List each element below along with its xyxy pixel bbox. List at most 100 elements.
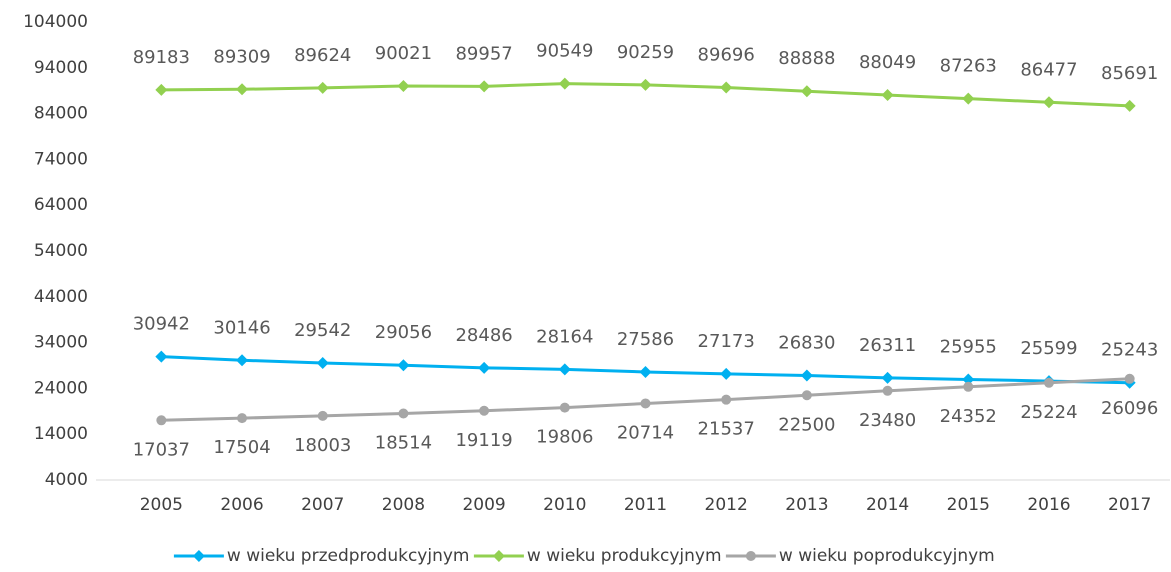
data-label: 29542	[294, 320, 351, 341]
data-label: 17504	[213, 437, 270, 458]
data-label: 87263	[940, 56, 997, 77]
data-label: 19806	[536, 427, 593, 448]
y-tick-label: 44000	[34, 287, 88, 307]
marker	[237, 413, 248, 424]
data-label: 89957	[455, 43, 512, 64]
marker	[317, 410, 328, 421]
data-label: 25599	[1020, 338, 1077, 359]
marker	[397, 80, 410, 93]
marker	[236, 354, 249, 367]
data-label: 27173	[698, 331, 755, 352]
marker	[558, 77, 571, 90]
data-label: 89624	[294, 45, 351, 66]
marker	[962, 92, 975, 105]
data-label: 20714	[617, 422, 674, 443]
data-label: 22500	[778, 414, 835, 435]
x-tick-label: 2016	[1027, 495, 1070, 515]
y-tick-label: 104000	[23, 12, 88, 32]
data-label: 27586	[617, 329, 674, 350]
marker	[800, 85, 813, 98]
data-label: 28486	[455, 325, 512, 346]
marker	[1043, 377, 1054, 388]
marker	[801, 390, 812, 401]
legend-label: w wieku produkcyjnym	[527, 546, 722, 566]
data-label: 26830	[778, 332, 835, 353]
marker	[155, 83, 168, 96]
x-tick-label: 2011	[624, 495, 667, 515]
marker	[156, 415, 167, 426]
x-tick-label: 2005	[140, 495, 183, 515]
marker	[316, 357, 329, 370]
data-label: 26311	[859, 335, 916, 356]
y-tick-label: 14000	[34, 424, 88, 444]
marker	[1042, 96, 1055, 109]
y-tick-label: 84000	[34, 104, 88, 124]
marker	[963, 381, 974, 392]
data-label: 89696	[698, 45, 755, 66]
data-label: 26096	[1101, 398, 1158, 419]
data-label: 88049	[859, 52, 916, 73]
marker	[479, 405, 490, 416]
marker	[316, 81, 329, 94]
data-label: 18003	[294, 435, 351, 456]
data-label: 17037	[133, 439, 190, 460]
marker	[720, 367, 733, 380]
x-tick-label: 2014	[866, 495, 909, 515]
legend-label: w wieku poprodukcyjnym	[779, 546, 995, 566]
x-tick-label: 2010	[543, 495, 586, 515]
marker	[800, 369, 813, 382]
y-tick-label: 34000	[34, 333, 88, 353]
marker	[745, 551, 756, 561]
y-tick-label: 94000	[34, 58, 88, 78]
marker	[155, 350, 168, 363]
data-label: 21537	[698, 419, 755, 440]
y-tick-label: 4000	[45, 470, 88, 490]
marker	[881, 89, 894, 102]
marker	[192, 550, 205, 562]
data-label: 25224	[1020, 402, 1077, 423]
data-label: 30942	[133, 314, 190, 335]
data-label: 85691	[1101, 63, 1158, 84]
marker	[639, 78, 652, 91]
x-tick-label: 2007	[301, 495, 344, 515]
data-label: 30146	[213, 317, 270, 338]
marker	[639, 365, 652, 378]
marker	[720, 81, 733, 94]
data-label: 24352	[940, 406, 997, 427]
marker	[640, 398, 651, 409]
x-tick-label: 2008	[382, 495, 425, 515]
data-label: 90259	[617, 42, 674, 63]
data-label: 90021	[375, 43, 432, 64]
y-tick-label: 54000	[34, 241, 88, 261]
marker	[492, 550, 505, 562]
marker	[478, 361, 491, 374]
data-label: 25955	[940, 336, 997, 357]
marker	[881, 371, 894, 384]
data-label: 23480	[859, 410, 916, 431]
x-tick-label: 2012	[705, 495, 748, 515]
marker	[397, 359, 410, 372]
data-label: 89309	[213, 46, 270, 67]
y-tick-label: 64000	[34, 195, 88, 215]
marker	[478, 80, 491, 93]
marker	[882, 385, 893, 396]
data-label: 25243	[1101, 340, 1158, 361]
marker	[558, 363, 571, 376]
x-tick-label: 2006	[220, 495, 263, 515]
marker	[721, 394, 732, 405]
x-tick-label: 2009	[462, 495, 505, 515]
x-tick-label: 2015	[947, 495, 990, 515]
marker	[398, 408, 409, 419]
y-tick-label: 24000	[34, 378, 88, 398]
marker	[559, 402, 570, 413]
data-label: 19119	[455, 430, 512, 451]
marker	[1123, 99, 1136, 112]
marker	[236, 83, 249, 96]
x-tick-label: 2013	[785, 495, 828, 515]
legend-label: w wieku przedprodukcyjnym	[227, 546, 470, 566]
data-label: 86477	[1020, 59, 1077, 80]
data-label: 89183	[133, 47, 190, 68]
data-label: 88888	[778, 48, 835, 69]
data-label: 28164	[536, 326, 593, 347]
data-label: 18514	[375, 433, 432, 454]
